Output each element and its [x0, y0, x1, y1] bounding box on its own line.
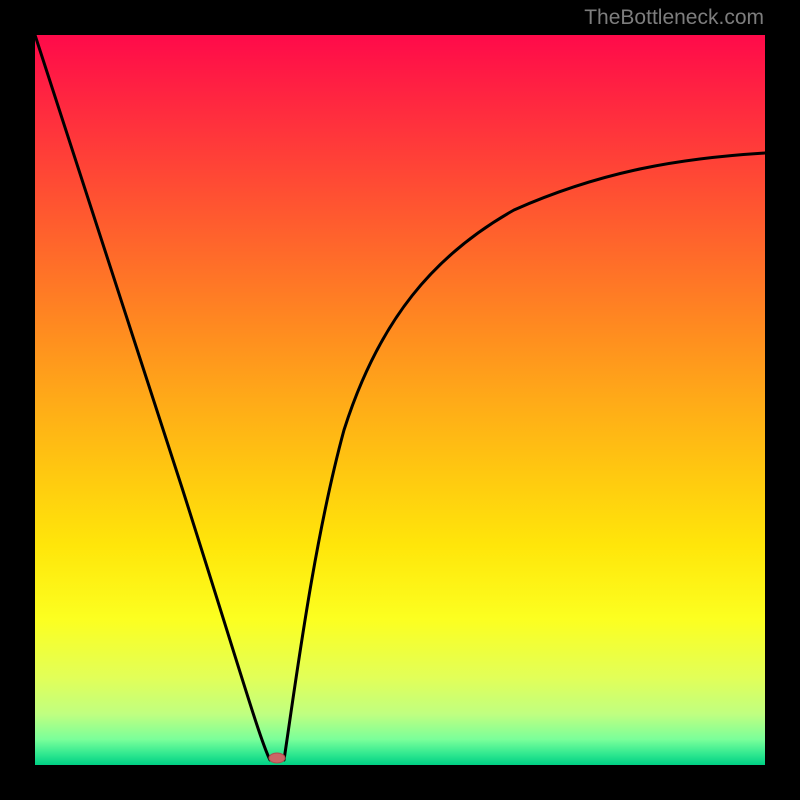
watermark-text: TheBottleneck.com — [584, 6, 764, 30]
bottleneck-curve — [35, 35, 765, 765]
minimum-marker — [269, 753, 285, 763]
plot-area — [35, 35, 765, 765]
chart-frame: TheBottleneck.com — [0, 0, 800, 800]
curve-path — [35, 35, 765, 760]
